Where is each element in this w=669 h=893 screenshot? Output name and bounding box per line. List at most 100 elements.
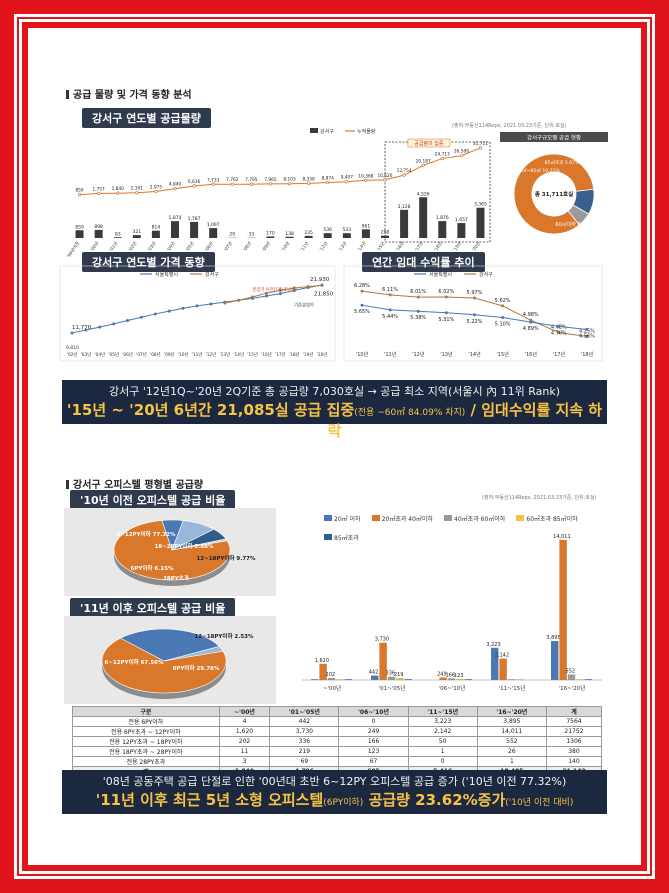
grouped-bar-label: 249 [437,672,447,678]
table-cell: 전용 6PY이하 [72,716,220,727]
y-start-label: 9,810 [66,345,79,351]
table-cell: 0 [338,716,409,727]
table-cell: 202 [218,736,271,747]
x-tick-label: '13년 [337,240,349,253]
x-tick-label: '05년 [108,351,119,358]
supply-bar [400,209,409,238]
supply-bar-label: 859 [75,224,84,230]
x-tick-label: '18년 [432,240,444,253]
x-tick-label: '06~'10년 [439,684,466,692]
table-header-cell: '01~'05년 [269,706,340,717]
price-point [112,322,116,326]
x-tick-label: '20년 [470,240,482,253]
grouped-bar [456,678,464,680]
grouped-bar [404,679,412,680]
yield-point [388,308,392,312]
grouped-bar [371,675,379,680]
grouped-bar-label: 2,142 [495,653,509,659]
yield-point-label: 5.38% [410,315,426,321]
yield-point-label: 4.56% [579,334,595,340]
legend-item: 20㎡초과 40㎡이하 [371,514,433,523]
table-header-cell: '11~'15년 [407,706,478,717]
grouped-bar-label: 3,895 [546,635,560,641]
grouped-bar-label: 3,223 [486,642,500,648]
legend-label: 60㎡초과 85㎡이하 [526,515,578,523]
cumulative-point [173,187,177,191]
supply-bar [476,207,485,238]
supply-bar-label: 1,876 [436,215,449,221]
grouped-bar [311,679,319,680]
x-tick-label: '17년 [553,351,566,358]
price-point [195,304,199,308]
cumulative-label: 7,795 [245,177,258,183]
x-tick-label: '14년 [468,351,481,358]
table-cell: 50 [407,736,478,747]
yield-point [360,303,364,307]
yield-point [473,296,476,300]
yield-chart: 서울특별시 강서구 '10년 '11년 '12년 '13년 '14년 '15년 '16년 '17년… [343,265,603,362]
annotation-label: 공급량의 집중 [414,140,444,147]
yield-point [388,293,392,297]
x-tick-label: '15년 [375,240,387,253]
legend-swatch [516,515,525,521]
section1-banner-line1: 강서구 '12년1Q~'20년 2Q기준 총 공급량 7,030호실 → 공급 … [108,385,561,398]
yield-point-label: 6.01% [410,289,426,295]
cumulative-point [287,182,292,186]
price-point [181,306,185,310]
x-tick-label: '06년 [203,240,215,253]
x-tick-label: '15년 [496,351,509,358]
yield-point [557,331,561,335]
table-cell: 전용 6PY초과 ~ 12PY이하 [72,726,220,737]
x-tick-label: '11~'15년 [499,684,526,692]
pie2-title: '11년 이후 오피스텔 공급 비율 [70,598,236,618]
inner-frame [22,22,647,871]
table-cell: 166 [338,736,409,747]
table-cell: 380 [545,746,603,757]
cumulative-point [77,193,82,197]
table-cell: 67 [338,756,409,767]
price-point [70,331,74,335]
section2-title: 강서구 오피스텔 평형별 공급량 [66,476,203,491]
table-cell: 1306 [545,736,603,747]
supply-bar [419,197,428,238]
yield-point-label: 5.97% [467,290,483,296]
table-cell: 4 [218,716,271,727]
section2-banner-main: '11년 이후 최근 5년 소형 오피스텔 [95,791,324,809]
price-point [264,294,268,298]
grouped-bar-label: 3,730 [375,637,389,643]
cumulative-label: 8,874 [322,176,335,182]
yield-point [416,295,420,299]
grouped-bar [584,679,592,680]
legend-item: 60㎡초과 85㎡이하 [516,514,578,523]
yield-frame [343,265,603,362]
section-supply-price: 공급 물량 및 가격 동향 분석 강서구 연도별 공급물량 (출처:부동산114… [52,70,617,440]
table-cell: 249 [338,726,409,737]
x-tick-label: '04년 [165,240,177,253]
x-tick-label: '07년 [222,240,234,253]
legend-item: 40㎡초과 60㎡이하 [444,514,505,523]
supply-bar [75,230,84,238]
pie-slice-label: 28PY초과 [163,574,189,582]
pie-slice-label: 12~18PY이하 9.77% [196,554,256,562]
cumulative-label: 7,733 [207,177,220,183]
supply-bar-label: 1,097 [207,222,220,228]
table-header-cell: ~'00년 [218,706,271,717]
price-point [278,292,282,296]
section2-banner-line2: '11년 이후 최근 5년 소형 오피스텔(6PY이하) 공급량 23.62%증… [62,789,607,810]
x-tick-label: '13년 [440,351,453,358]
cumulative-point [268,182,273,186]
legend-swatch [310,128,318,133]
yield-point-label: 5.31% [438,317,454,323]
grouped-bar-label: 336 [386,671,396,677]
table-cell: 21752 [545,726,603,737]
supply-source: (출처:부동산114Reps, 2021.03.23기준, 단위:호실) [452,123,567,129]
pie-slice [163,646,224,662]
price-frame [59,265,336,362]
legend-swatch [324,534,332,540]
x-tick-label: '16년 [261,351,272,358]
yield-point [444,295,448,299]
price-point [126,319,130,323]
yield-point [416,309,420,313]
